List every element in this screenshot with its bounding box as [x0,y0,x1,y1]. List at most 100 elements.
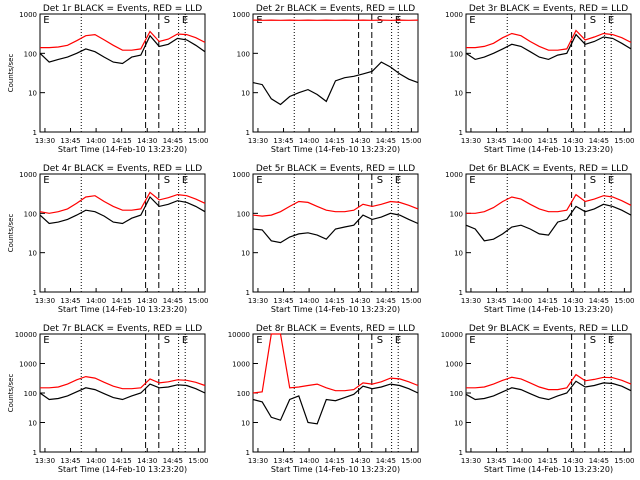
y-tick-label: 1 [246,449,250,457]
x-axis-label: Start Time (14-Feb-10 13:23:20) [484,465,613,474]
marker-label: E [395,175,401,186]
series-line [39,34,206,65]
y-tick-label: 100 [24,390,37,398]
chart-title: Det 8r BLACK = Events, RED = LLD [256,324,415,334]
y-tick-label: 10 [241,250,250,258]
series-line [252,383,419,425]
plot-frame [39,173,206,293]
chart-title: Det 6r BLACK = Events, RED = LLD [469,164,628,174]
y-tick-label: 10 [454,420,463,428]
x-tick-label: 14:15 [538,457,558,465]
x-tick-label: 15:00 [614,137,634,145]
y-tick-label: 100 [237,390,250,398]
x-tick-label: 14:15 [538,137,558,145]
y-tick-label: 100 [237,50,250,58]
x-tick-label: 13:30 [35,297,55,305]
x-tick-label: 14:00 [512,297,532,305]
x-tick-label: 14:30 [137,297,157,305]
marker-label: S [164,175,170,186]
marker-label: E [256,335,262,346]
marker-label: E [256,175,262,186]
plot-frame [465,333,632,453]
x-tick-label: 15:00 [188,137,208,145]
x-tick-label: 13:45 [60,137,80,145]
y-tick-label: 1000 [232,361,250,369]
x-tick-label: 15:00 [188,297,208,305]
series-line [39,191,206,214]
marker-label: E [182,15,188,26]
y-tick-label: 10 [28,250,37,258]
y-tick-label: 1000 [445,361,463,369]
chart-title: Det 9r BLACK = Events, RED = LLD [469,324,628,334]
x-tick-label: 14:00 [86,457,106,465]
y-tick-label: 100 [450,390,463,398]
x-tick-label: 14:30 [563,137,583,145]
y-tick-label: 1000 [232,171,250,179]
plot-frame [465,13,632,133]
x-tick-label: 13:30 [35,137,55,145]
x-tick-label: 14:15 [112,457,132,465]
marker-label: E [43,335,49,346]
y-tick-label: 10000 [15,331,37,339]
y-tick-label: 1000 [445,171,463,179]
plot-frame [39,13,206,133]
x-tick-label: 14:15 [538,297,558,305]
y-tick-label: 100 [237,210,250,218]
series-line [39,195,206,225]
x-axis-label: Start Time (14-Feb-10 13:23:20) [58,465,187,474]
y-tick-label: 10 [454,90,463,98]
chart-title: Det 1r BLACK = Events, RED = LLD [43,4,202,14]
x-tick-label: 14:15 [112,137,132,145]
marker-label: E [43,175,49,186]
series-line [252,212,419,244]
x-tick-label: 14:15 [325,297,345,305]
chart-title: Det 4r BLACK = Events, RED = LLD [43,164,202,174]
y-tick-label: 1000 [19,11,37,19]
x-tick-label: 13:30 [35,457,55,465]
x-tick-label: 14:45 [163,137,183,145]
plot-frame [39,333,206,453]
y-tick-label: 1 [33,449,37,457]
plot-frame [252,173,419,293]
x-tick-label: 15:00 [188,457,208,465]
series-line [252,61,419,106]
y-tick-label: 100 [450,210,463,218]
x-axis-label: Start Time (14-Feb-10 13:23:20) [484,305,613,314]
x-tick-label: 14:00 [299,297,319,305]
y-tick-label: 1 [246,129,250,137]
series-line [39,383,206,401]
x-tick-label: 14:00 [86,297,106,305]
y-tick-label: 1 [33,289,37,297]
marker-label: E [182,175,188,186]
x-tick-label: 13:45 [486,137,506,145]
x-tick-label: 15:00 [614,457,634,465]
series-line [466,373,632,391]
x-tick-label: 14:00 [299,137,319,145]
marker-label: S [377,175,383,186]
series-line [465,380,632,401]
x-tick-label: 13:45 [273,297,293,305]
y-tick-label: 10 [241,420,250,428]
chart-title: Det 5r BLACK = Events, RED = LLD [256,164,415,174]
marker-label: E [469,15,475,26]
x-tick-label: 13:30 [461,297,481,305]
x-tick-label: 14:00 [512,137,532,145]
series-line [466,193,632,214]
x-tick-label: 14:45 [589,137,609,145]
x-tick-label: 15:00 [614,297,634,305]
y-tick-label: 1 [33,129,37,137]
x-tick-label: 14:30 [137,137,157,145]
x-tick-label: 14:45 [163,457,183,465]
marker-label: E [469,175,475,186]
x-axis-label: Start Time (14-Feb-10 13:23:20) [58,145,187,154]
marker-label: S [590,335,596,346]
marker-label: E [395,335,401,346]
x-tick-label: 14:15 [325,457,345,465]
x-tick-label: 14:30 [350,137,370,145]
x-tick-label: 14:15 [325,137,345,145]
y-tick-label: 100 [24,210,37,218]
series-line [465,33,632,61]
series-line [40,30,206,51]
x-tick-label: 14:30 [563,297,583,305]
y-tick-label: 10000 [228,331,250,339]
